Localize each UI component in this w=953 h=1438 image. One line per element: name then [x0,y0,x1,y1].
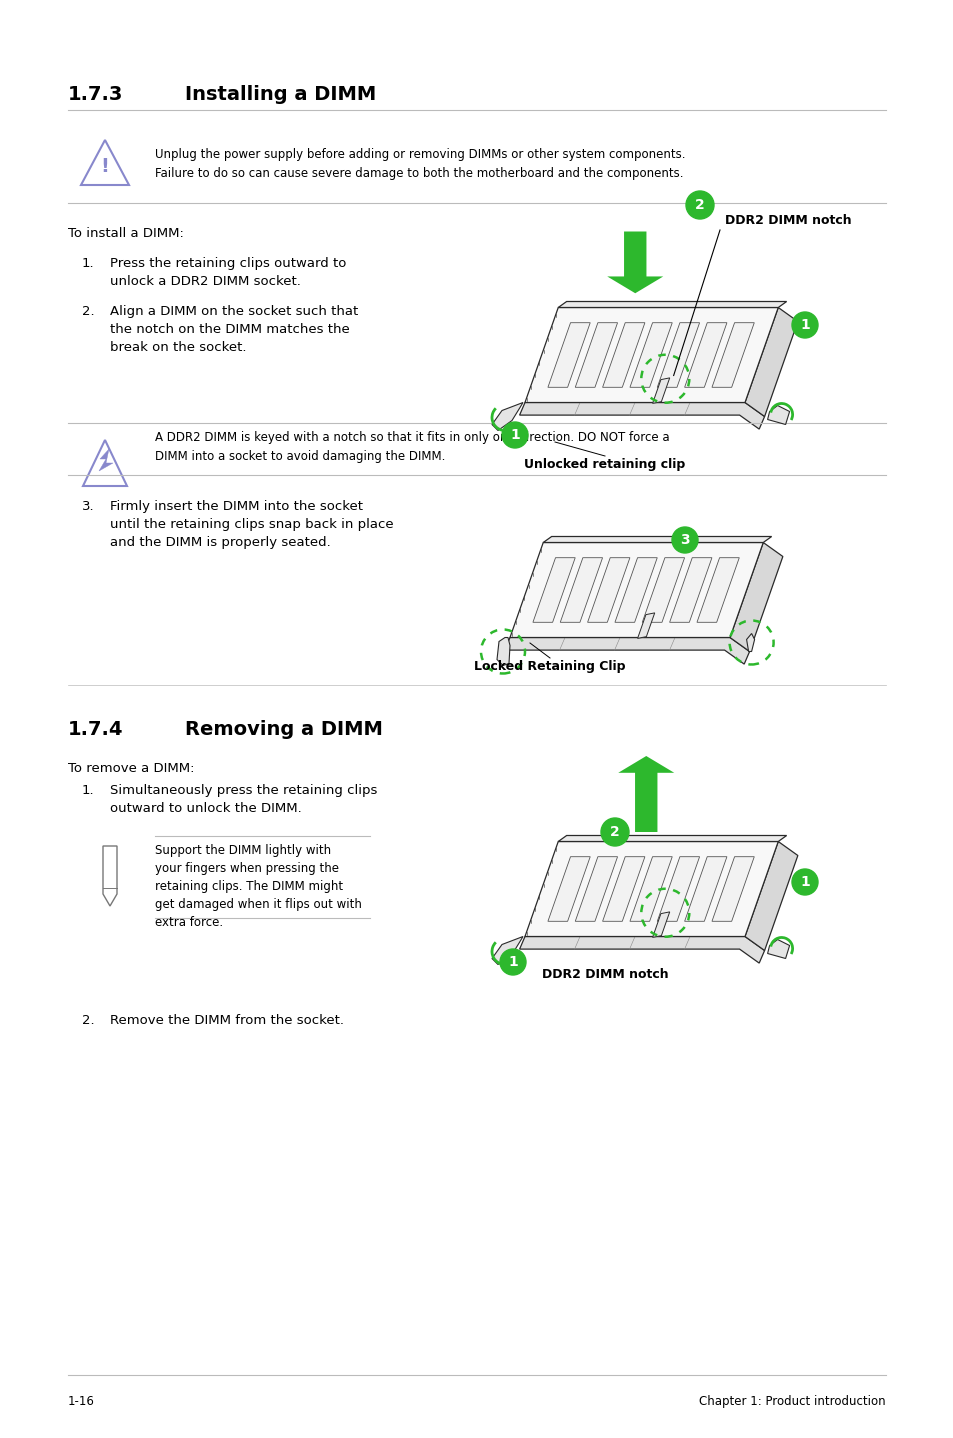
Text: 1.: 1. [82,257,94,270]
Text: Remove the DIMM from the socket.: Remove the DIMM from the socket. [110,1014,344,1027]
Polygon shape [492,936,522,965]
Polygon shape [519,936,763,963]
Polygon shape [657,322,699,387]
Polygon shape [652,378,669,404]
Polygon shape [533,558,575,623]
Circle shape [600,818,628,846]
Text: Firmly insert the DIMM into the socket
until the retaining clips snap back in pl: Firmly insert the DIMM into the socket u… [110,500,394,549]
Circle shape [499,949,525,975]
Text: A DDR2 DIMM is keyed with a notch so that it fits in only one direction. DO NOT : A DDR2 DIMM is keyed with a notch so tha… [154,431,669,463]
Text: Chapter 1: Product introduction: Chapter 1: Product introduction [699,1395,885,1408]
Polygon shape [587,558,629,623]
Text: 1: 1 [508,955,517,969]
Polygon shape [559,558,602,623]
Polygon shape [767,406,789,424]
Text: 3: 3 [679,533,689,546]
Polygon shape [602,857,644,922]
Polygon shape [652,912,669,938]
Circle shape [791,312,817,338]
Text: Unlocked retaining clip: Unlocked retaining clip [524,457,685,472]
Text: DDR2 DIMM notch: DDR2 DIMM notch [724,213,851,227]
Text: Installing a DIMM: Installing a DIMM [185,85,375,104]
Text: 2.: 2. [82,1014,94,1027]
Polygon shape [618,756,674,833]
Polygon shape [746,634,754,651]
Polygon shape [629,322,672,387]
Polygon shape [99,449,112,472]
Polygon shape [711,322,754,387]
Polygon shape [669,558,711,623]
Text: Align a DIMM on the socket such that
the notch on the DIMM matches the
break on : Align a DIMM on the socket such that the… [110,305,358,354]
Polygon shape [697,558,739,623]
Text: Removing a DIMM: Removing a DIMM [185,720,382,739]
Text: 1: 1 [800,318,809,332]
Text: 1.7.4: 1.7.4 [68,720,123,739]
Circle shape [685,191,713,219]
Polygon shape [744,308,797,417]
Polygon shape [602,322,644,387]
Text: !: ! [100,158,110,177]
Polygon shape [711,857,754,922]
Text: DDR2 DIMM notch: DDR2 DIMM notch [541,968,668,981]
Text: 1.7.3: 1.7.3 [68,85,123,104]
Text: 2: 2 [695,198,704,211]
Polygon shape [524,841,778,936]
Text: Locked Retaining Clip: Locked Retaining Clip [474,660,625,673]
Circle shape [791,869,817,894]
Polygon shape [558,835,786,841]
Text: 2.: 2. [82,305,94,318]
Text: 1.: 1. [82,784,94,797]
Polygon shape [575,322,617,387]
Text: 1: 1 [510,429,519,441]
Text: Simultaneously press the retaining clips
outward to unlock the DIMM.: Simultaneously press the retaining clips… [110,784,377,815]
Polygon shape [510,542,762,637]
Text: Unplug the power supply before adding or removing DIMMs or other system componen: Unplug the power supply before adding or… [154,148,685,180]
Text: 1: 1 [800,874,809,889]
Polygon shape [729,542,782,651]
Polygon shape [504,637,749,664]
Polygon shape [547,322,590,387]
Text: Press the retaining clips outward to
unlock a DDR2 DIMM socket.: Press the retaining clips outward to unl… [110,257,346,288]
Text: Support the DIMM lightly with
your fingers when pressing the
retaining clips. Th: Support the DIMM lightly with your finge… [154,844,361,929]
Polygon shape [575,857,617,922]
Circle shape [501,421,527,449]
Text: 3.: 3. [82,500,94,513]
Polygon shape [542,536,771,542]
Polygon shape [547,857,590,922]
Circle shape [671,526,698,554]
Polygon shape [767,939,789,959]
Text: To install a DIMM:: To install a DIMM: [68,227,184,240]
Polygon shape [657,857,699,922]
Polygon shape [637,613,654,638]
Polygon shape [607,232,662,293]
Polygon shape [558,302,786,308]
Polygon shape [492,403,522,430]
Polygon shape [684,857,726,922]
Polygon shape [519,403,763,429]
Polygon shape [615,558,657,623]
Polygon shape [744,841,797,951]
Text: To remove a DIMM:: To remove a DIMM: [68,762,194,775]
Polygon shape [524,308,778,403]
Text: 1-16: 1-16 [68,1395,94,1408]
Polygon shape [641,558,684,623]
Polygon shape [629,857,672,922]
Polygon shape [684,322,726,387]
Polygon shape [497,637,510,666]
Text: 2: 2 [610,825,619,838]
